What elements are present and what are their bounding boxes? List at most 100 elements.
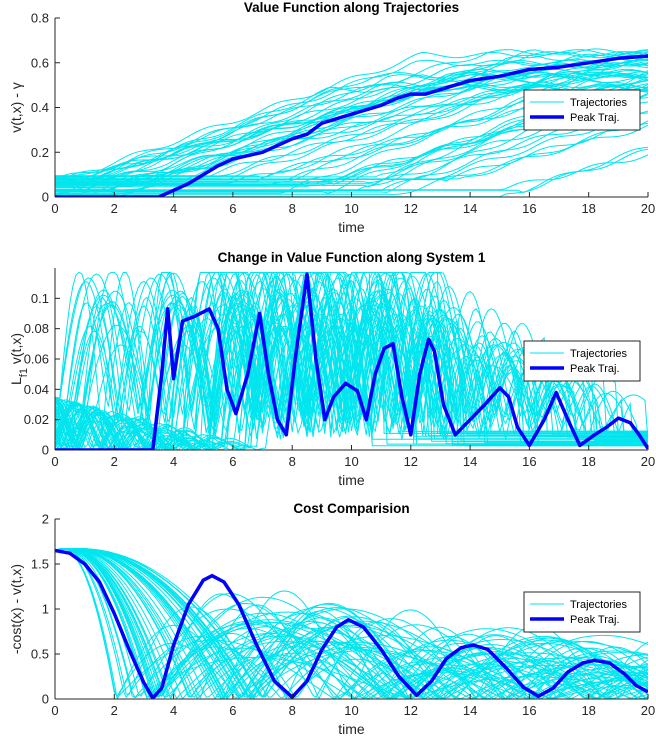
x-tick-label: 10 <box>344 201 358 216</box>
y-tick-label: 0.08 <box>24 321 49 336</box>
x-tick-label: 20 <box>641 201 655 216</box>
y-tick-label: 0 <box>42 443 49 458</box>
y-tick-label: 2 <box>42 512 49 527</box>
y-tick-label: 0.1 <box>31 291 49 306</box>
trajectory-line <box>55 60 648 186</box>
legend-label: Peak Traj. <box>570 614 620 626</box>
trajectory-line <box>55 122 648 182</box>
x-tick-label: 12 <box>404 703 418 718</box>
x-tick-label: 8 <box>289 201 296 216</box>
trajectory-line <box>55 548 648 699</box>
trajectory-line <box>55 548 648 699</box>
y-tick-label: 0.04 <box>24 382 49 397</box>
chart-panel-2: 0 2 4 6 8 10 12 14 16 18 20 0 0.02 0.04 0.06 0.08 0.1 Cha… <box>8 250 655 488</box>
trajectory-line <box>55 548 648 699</box>
y-axis-label: -cost(x) - v(t,x) <box>8 564 24 654</box>
x-tick-label: 20 <box>641 703 655 718</box>
legend-label: Trajectories <box>570 348 628 360</box>
legend-box <box>523 89 641 131</box>
y-tick-label: 0.4 <box>31 100 49 115</box>
y-tick-label: 0.6 <box>31 55 49 70</box>
x-tick-label: 12 <box>404 201 418 216</box>
x-tick-label: 2 <box>111 201 118 216</box>
trajectory-line <box>55 146 648 194</box>
trajectory-line <box>55 548 648 699</box>
y-axis-label: Lf1 v(t,x) <box>8 333 30 385</box>
y-tick-label: 1.5 <box>31 557 49 572</box>
x-tick-label: 4 <box>170 201 177 216</box>
trajectory-line <box>55 548 648 699</box>
y-tick-label: 0.02 <box>24 412 49 427</box>
chart-panel-3: 0 2 4 6 8 10 12 14 16 18 20 0 0.5 1 1.5 2 Cost Comparisi… <box>8 501 655 737</box>
trajectory-line <box>55 548 648 699</box>
x-tick-label: 6 <box>229 703 236 718</box>
chart-title: Cost Comparision <box>293 501 409 516</box>
x-tick-label: 8 <box>289 454 296 469</box>
trajectory-line <box>55 272 648 450</box>
x-tick-label: 18 <box>581 454 595 469</box>
trajectory-line <box>55 548 648 699</box>
y-tick-label: 0.5 <box>31 647 49 662</box>
x-tick-label: 2 <box>111 454 118 469</box>
trajectory-line <box>55 81 648 189</box>
y-tick-label: 0.2 <box>31 145 49 160</box>
y-tick-label: 0.06 <box>24 352 49 367</box>
x-tick-label: 14 <box>463 201 477 216</box>
x-tick-label: 14 <box>463 454 477 469</box>
x-tick-label: 6 <box>229 454 236 469</box>
trajectory-line <box>55 51 648 196</box>
x-tick-label: 8 <box>289 703 296 718</box>
x-tick-label: 12 <box>404 454 418 469</box>
y-tick-label: 1 <box>42 602 49 617</box>
trajectory-line <box>55 68 648 188</box>
trajectory-line <box>55 548 648 699</box>
legend-box <box>523 591 641 633</box>
trajectory-line <box>55 548 648 699</box>
peak-trajectory-line <box>55 548 648 699</box>
x-axis-label: time <box>338 721 365 737</box>
legend-label: Peak Traj. <box>570 112 620 124</box>
x-tick-label: 20 <box>641 454 655 469</box>
x-axis-label: time <box>338 472 365 488</box>
trajectory-line <box>55 548 648 699</box>
x-axis-label: time <box>338 219 365 235</box>
legend-box <box>523 340 641 382</box>
x-tick-label: 14 <box>463 703 477 718</box>
y-tick-label: 0 <box>42 692 49 707</box>
x-tick-label: 6 <box>229 201 236 216</box>
legend-label: Peak Traj. <box>570 363 620 375</box>
trajectory-line <box>55 548 648 699</box>
peak-trajectory-line <box>55 54 648 197</box>
x-tick-label: 2 <box>111 703 118 718</box>
trajectory-line <box>55 548 648 699</box>
trajectory-line <box>55 548 648 699</box>
trajectory-line <box>55 548 648 699</box>
y-tick-label: 0 <box>42 190 49 205</box>
x-tick-label: 10 <box>344 454 358 469</box>
y-tick-label: 0.8 <box>31 11 49 26</box>
legend: Trajectories Peak Traj. <box>523 340 641 382</box>
legend: Trajectories Peak Traj. <box>523 591 641 633</box>
chart-title: Change in Value Function along System 1 <box>218 250 486 265</box>
trajectory-line <box>55 63 648 181</box>
trajectory-line <box>55 51 648 183</box>
x-tick-label: 18 <box>581 703 595 718</box>
trajectory-line <box>55 49 648 178</box>
chart-panel-1: 0 2 4 6 8 10 12 14 16 18 20 0 0.2 0.4 0.6 0.8 Value Func… <box>8 0 655 235</box>
trajectories-series <box>55 548 648 699</box>
x-tick-label: 4 <box>170 703 177 718</box>
x-tick-label: 16 <box>522 703 536 718</box>
legend-label: Trajectories <box>570 599 628 611</box>
x-tick-label: 0 <box>51 454 58 469</box>
trajectory-line <box>55 548 648 699</box>
legend-label: Trajectories <box>570 97 628 109</box>
x-tick-label: 0 <box>51 201 58 216</box>
trajectory-line <box>55 548 648 699</box>
x-tick-label: 0 <box>51 703 58 718</box>
y-axis-label: v(t,x) - γ <box>8 82 24 133</box>
x-tick-label: 18 <box>581 201 595 216</box>
x-tick-label: 4 <box>170 454 177 469</box>
legend: Trajectories Peak Traj. <box>523 89 641 131</box>
x-tick-label: 10 <box>344 703 358 718</box>
trajectory-line <box>55 548 648 699</box>
